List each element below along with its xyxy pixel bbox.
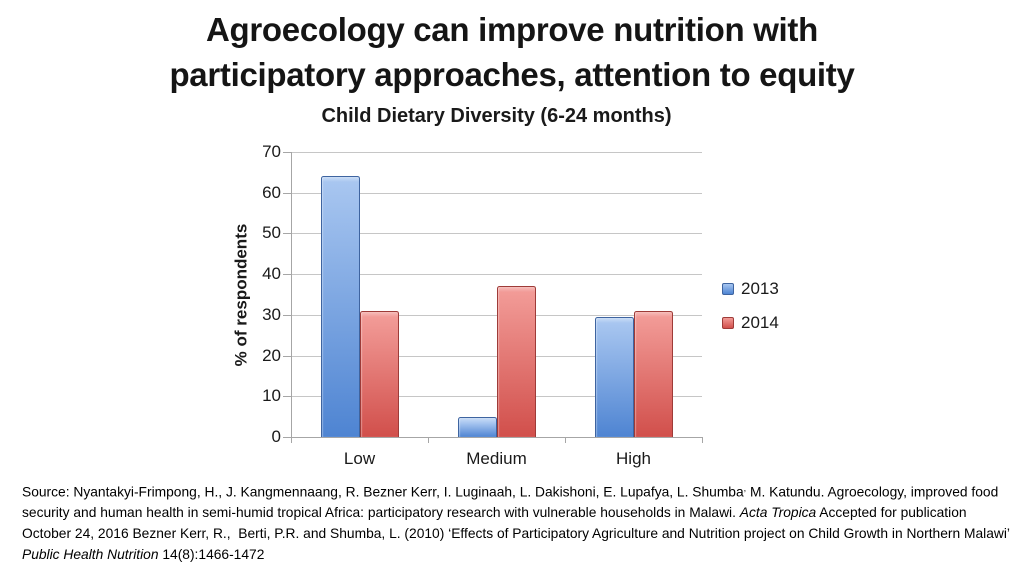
legend-item-2013: 2013 <box>722 279 779 299</box>
y-axis-tick-label: 70 <box>262 142 281 161</box>
source-segment: Accepted for publication October 24, 201… <box>22 505 1014 541</box>
bar-2014-high <box>633 310 673 437</box>
slide-title-text: Agroecology can improve nutrition with p… <box>169 11 855 93</box>
legend-swatch-2013 <box>722 283 734 295</box>
x-axis-tick <box>702 437 703 443</box>
gridline <box>292 152 702 153</box>
bar-2014-low <box>359 310 399 437</box>
legend-item-2014: 2014 <box>722 313 779 333</box>
category-label-high: High <box>616 449 651 468</box>
x-axis-line <box>283 437 702 438</box>
legend-label-2013: 2013 <box>741 279 779 298</box>
gridline <box>292 274 702 276</box>
source-segment: Acta Tropica <box>739 505 817 521</box>
x-axis-tick <box>291 437 292 443</box>
source-segment: M. Katundu. Agroecology, improved food s… <box>22 484 1003 521</box>
bar-2013-medium <box>457 416 497 437</box>
x-axis-tick <box>565 437 566 443</box>
source-segment: Public Health Nutrition <box>22 546 159 562</box>
category-label-low: Low <box>343 449 376 468</box>
y-axis-tick <box>283 192 291 194</box>
slide-title: Agroecology can improve nutrition with p… <box>0 8 1024 98</box>
source-segment: , <box>743 483 747 493</box>
bar-chart: Child Dietary Diversity (6-24 months) % … <box>230 103 790 488</box>
x-axis-tick <box>428 437 429 443</box>
y-axis-tick <box>283 396 291 398</box>
bar-2014-medium <box>496 286 536 437</box>
bar-2013-low <box>320 176 360 437</box>
y-axis-tick <box>283 437 291 438</box>
bar-2013-high <box>594 316 634 437</box>
y-axis-tick <box>283 355 291 357</box>
legend-swatch-2014 <box>722 317 734 329</box>
gridline <box>292 233 702 235</box>
gridline <box>292 192 702 194</box>
y-axis-tick <box>283 152 291 153</box>
source-segment: 14(8):1466-1472 <box>158 546 265 562</box>
legend: 2013 2014 <box>722 279 779 347</box>
y-axis-tick-label: 0 <box>271 427 281 446</box>
source-text: Source: Nyantakyi-Frimpong, H., J. Kangm… <box>22 482 1010 565</box>
y-axis-tick-label: 10 <box>262 386 281 406</box>
plot-area: 0 10 20 30 40 50 60 70 Low Medium High <box>262 142 703 468</box>
y-axis-tick-label: 50 <box>262 223 281 243</box>
y-axis-tick <box>283 314 291 316</box>
legend-label-2014: 2014 <box>741 313 779 332</box>
chart-title: Child Dietary Diversity (6-24 months) <box>321 105 672 127</box>
category-label-medium: Medium <box>466 449 527 468</box>
y-axis-tick-label: 20 <box>262 345 281 365</box>
y-axis-tick <box>283 274 291 276</box>
y-axis-line <box>291 152 292 442</box>
y-axis-tick <box>283 233 291 235</box>
y-axis-tick-label: 40 <box>262 264 281 284</box>
y-axis-tick-label: 30 <box>262 304 281 324</box>
source-segment: Source: Nyantakyi-Frimpong, H., J. Kangm… <box>22 484 744 500</box>
y-axis-tick-label: 60 <box>262 182 281 202</box>
